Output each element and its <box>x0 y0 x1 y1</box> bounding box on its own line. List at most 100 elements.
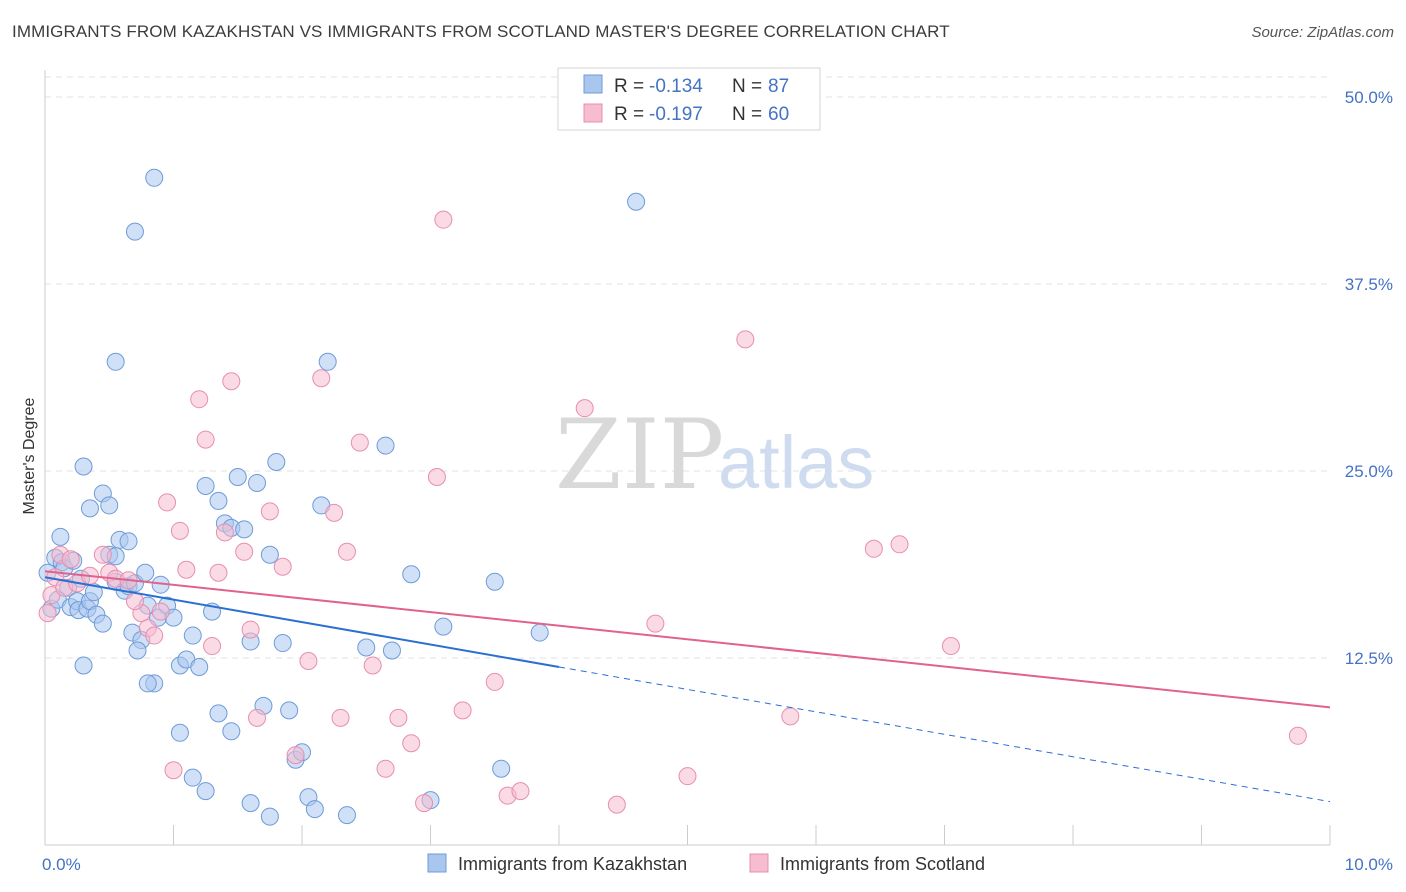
x-tick-label-1: 10.0% <box>1345 855 1393 874</box>
scotland-point-26 <box>248 708 267 727</box>
kazakhstan-point-69 <box>402 565 421 584</box>
y-axis-label: Master's Degree <box>21 397 38 514</box>
scotland-point-53 <box>864 539 883 558</box>
scotland-point-38 <box>389 708 408 727</box>
scotland-point-27 <box>260 502 279 521</box>
stats-r-value-scotland: -0.197 <box>649 104 703 125</box>
trend-kazakhstan-dashed <box>558 666 1331 803</box>
kazakhstan-point-37 <box>119 532 138 551</box>
kazakhstan-point-13 <box>74 656 93 675</box>
scotland-point-39 <box>402 734 421 753</box>
kazakhstan-point-4 <box>51 527 70 546</box>
scotland-point-28 <box>273 557 292 576</box>
kazakhstan-point-70 <box>382 641 401 660</box>
scotland-point-59 <box>241 620 260 639</box>
scotland-point-14 <box>145 626 164 645</box>
scotland-point-54 <box>890 535 909 554</box>
x-tick-label-0: 0.0% <box>42 855 81 874</box>
kazakhstan-point-82 <box>196 782 215 801</box>
scotland-point-18 <box>177 560 196 579</box>
kazakhstan-point-86 <box>260 807 279 826</box>
scotland-point-55 <box>941 637 960 656</box>
chart-title: IMMIGRANTS FROM KAZAKHSTAN VS IMMIGRANTS… <box>12 22 950 41</box>
kazakhstan-point-72 <box>434 617 453 636</box>
chart-source: Source: ZipAtlas.com <box>1251 24 1394 41</box>
kazakhstan-point-76 <box>627 192 646 211</box>
scotland-point-0 <box>38 604 57 623</box>
kazakhstan-point-79 <box>106 352 125 371</box>
kazakhstan-point-46 <box>196 476 215 495</box>
scotland-point-32 <box>325 503 344 522</box>
trend-lines <box>44 570 1331 803</box>
scotland-point-24 <box>222 372 241 391</box>
kazakhstan-point-85 <box>241 794 260 813</box>
scotland-point-22 <box>209 563 228 582</box>
scotland-point-51 <box>736 330 755 349</box>
kazakhstan-point-33 <box>80 499 99 518</box>
scotland-point-20 <box>196 430 215 449</box>
stats-n-label-scotland: N = <box>732 104 762 125</box>
kazakhstan-point-78 <box>125 222 144 241</box>
kazakhstan-point-66 <box>337 806 356 825</box>
kazakhstan-point-75 <box>530 623 549 642</box>
axes <box>44 70 1331 846</box>
scotland-point-35 <box>350 433 369 452</box>
scotland-point-29 <box>286 746 305 765</box>
scotland-point-5 <box>61 550 80 569</box>
scotland-point-36 <box>363 656 382 675</box>
series-kazakhstan-points <box>38 168 646 826</box>
stats-r-label-kazakhstan: R = <box>614 76 644 97</box>
scotland-point-52 <box>781 707 800 726</box>
scotland-point-37 <box>376 759 395 778</box>
legend: Immigrants from Kazakhstan Immigrants fr… <box>427 853 985 874</box>
stats-n-value-scotland: 60 <box>768 104 789 125</box>
scotland-point-8 <box>93 545 112 564</box>
stats-box: R = -0.134 N = 87 R = -0.197 N = 60 <box>557 67 821 131</box>
kazakhstan-point-81 <box>183 768 202 787</box>
scotland-point-16 <box>158 493 177 512</box>
y-tick-label-0: 12.5% <box>1345 649 1393 668</box>
kazakhstan-point-68 <box>376 436 395 455</box>
kazakhstan-point-27 <box>136 563 155 582</box>
kazakhstan-point-54 <box>248 473 267 492</box>
grid-lines <box>45 76 1330 659</box>
kazakhstan-point-73 <box>485 572 504 591</box>
kazakhstan-point-52 <box>235 520 254 539</box>
kazakhstan-point-39 <box>138 674 157 693</box>
stats-r-label-scotland: R = <box>614 104 644 125</box>
scotland-point-30 <box>299 651 318 670</box>
kazakhstan-point-67 <box>357 638 376 657</box>
legend-label-kazakhstan: Immigrants from Kazakhstan <box>458 854 687 874</box>
scotland-point-46 <box>511 782 530 801</box>
kazakhstan-point-77 <box>145 168 164 187</box>
trend-kazakhstan-solid <box>44 576 560 668</box>
scotland-point-31 <box>312 369 331 388</box>
scotland-point-17 <box>170 521 189 540</box>
scotland-point-21 <box>203 637 222 656</box>
scotland-point-47 <box>575 399 594 418</box>
stats-swatch-scotland <box>583 103 603 123</box>
kazakhstan-point-63 <box>305 800 324 819</box>
scotland-point-19 <box>190 390 209 409</box>
stats-swatch-kazakhstan <box>583 74 603 94</box>
kazakhstan-point-59 <box>280 701 299 720</box>
trend-scotland <box>44 570 1331 709</box>
scotland-point-40 <box>415 794 434 813</box>
scotland-point-50 <box>678 767 697 786</box>
watermark-atlas: atlas <box>718 421 874 504</box>
y-tick-label-1: 25.0% <box>1345 462 1393 481</box>
stats-n-label-kazakhstan: N = <box>732 76 762 97</box>
legend-label-scotland: Immigrants from Scotland <box>780 854 985 874</box>
kazakhstan-point-48 <box>209 491 228 510</box>
scotland-point-41 <box>427 467 446 486</box>
kazakhstan-point-57 <box>267 453 286 472</box>
kazakhstan-point-83 <box>209 704 228 723</box>
y-tick-label-3: 50.0% <box>1345 88 1393 107</box>
scotland-point-23 <box>215 523 234 542</box>
kazakhstan-point-84 <box>222 722 241 741</box>
scotland-point-34 <box>337 542 356 561</box>
kazakhstan-point-38 <box>128 641 147 660</box>
watermark: ZIP atlas <box>555 399 874 511</box>
kazakhstan-point-80 <box>170 723 189 742</box>
kazakhstan-point-45 <box>190 657 209 676</box>
